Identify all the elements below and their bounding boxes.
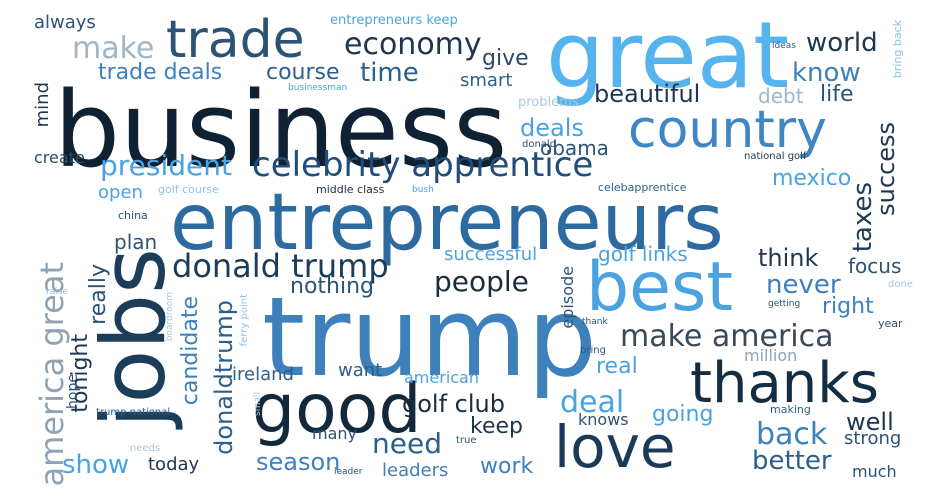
word-business: business [54,69,508,191]
word-bring-back: bring back [891,20,904,79]
word-boardroom: boardroom [165,292,175,342]
word-make: make [72,31,155,66]
word-thank: thank [582,317,608,327]
word-entrepreneurs: entrepreneurs [170,178,724,268]
word-making: making [770,403,811,416]
word-national-golf: national golf [744,151,807,162]
word-keep: keep [470,414,523,439]
word-best: best [586,248,734,327]
word-love: love [554,413,676,481]
word-trade-deals: trade deals [98,60,223,85]
word-president: president [100,149,232,182]
word-open: open [98,182,143,203]
word-give: give [482,46,529,71]
word-true: true [456,435,477,446]
word-businessman: businessman [288,83,348,93]
word-debt: debt [758,84,804,108]
word-really: really [86,264,111,325]
word-leader: leader [334,467,363,477]
word-focus: focus [848,254,902,278]
word-mexico: mexico [772,166,852,191]
word-raise: raise [46,287,68,297]
word-show: show [62,450,130,480]
word-strong: strong [844,428,902,449]
word-year: year [878,317,903,330]
word-problems: problems [518,95,579,110]
word-mind: mind [32,82,53,128]
word-time: time [360,58,419,88]
word-create: create [34,148,85,167]
word-donald: donald [522,139,557,150]
word-country: country [628,100,827,160]
word-today: today [148,454,200,475]
word-much: much [852,462,897,481]
word-celebrity-apprentice: celebrity apprentice [252,145,594,185]
word-episode: episode [558,266,577,329]
word-course: course [266,60,340,85]
word-successful: successful [444,244,538,265]
word-good: good [252,370,422,449]
word-better: better [752,446,832,476]
word-ferry-point: ferry point [239,294,250,347]
word-beautiful: beautiful [594,80,701,108]
word-done: done [888,279,913,290]
word-trade: trade [166,10,305,70]
word-bush: bush [412,185,434,195]
word-china: china [118,209,148,222]
word-smart: smart [460,70,513,91]
word-economy: economy [344,27,482,62]
word-hope: hope [65,374,81,409]
word-middle-class: middle class [316,183,385,196]
word-leaders: leaders [382,460,449,481]
word-many: many [312,424,357,443]
word-entrepreneurs-keep: entrepreneurs keep [330,13,458,28]
word-want: want [338,360,383,381]
word-make-america: make america [620,319,834,354]
word-know: know [792,58,861,88]
word-getting: getting [768,299,801,309]
word-thanks: thanks [690,351,879,416]
word-deal: deal [560,385,625,420]
word-ideas: ideas [772,41,796,51]
word-right: right [822,294,874,319]
word-world: world [806,28,878,58]
word-plan: plan [114,230,158,254]
word-knows: knows [578,410,629,429]
word-trump: trump [262,273,598,401]
word-never: never [766,270,841,300]
word-real: real [596,354,638,379]
word-candidate: candidate [178,296,203,406]
word-well: well [846,408,894,436]
word-small: small [253,392,263,416]
word-people: people [434,265,529,298]
word-million: million [744,346,798,365]
word-need: need [372,427,442,460]
word-always: always [34,12,96,33]
word-taxes: taxes [848,182,878,253]
word-bring: bring [580,345,606,356]
word-work: work [480,454,534,479]
word-golf-links: golf links [598,242,688,266]
word-celebapprentice: celebapprentice [598,181,687,194]
word-going: going [652,402,714,427]
word-deals: deals [520,114,584,142]
word-think: think [758,244,819,272]
word-golf-club: golf club [402,390,505,418]
word-donald-trump: donald trump [172,247,389,285]
word-ireland: ireland [232,364,294,385]
word-trump-national: trump national [96,407,171,418]
word-golf-course: golf course [158,183,219,196]
word-season: season [256,448,341,476]
word-american: american [404,368,479,387]
word-back: back [756,417,828,452]
word-needs: needs [130,443,161,454]
word-great: great [546,2,790,109]
word-nothing: nothing [290,274,374,299]
word-obama: obama [540,136,609,160]
word-life: life [820,82,854,107]
